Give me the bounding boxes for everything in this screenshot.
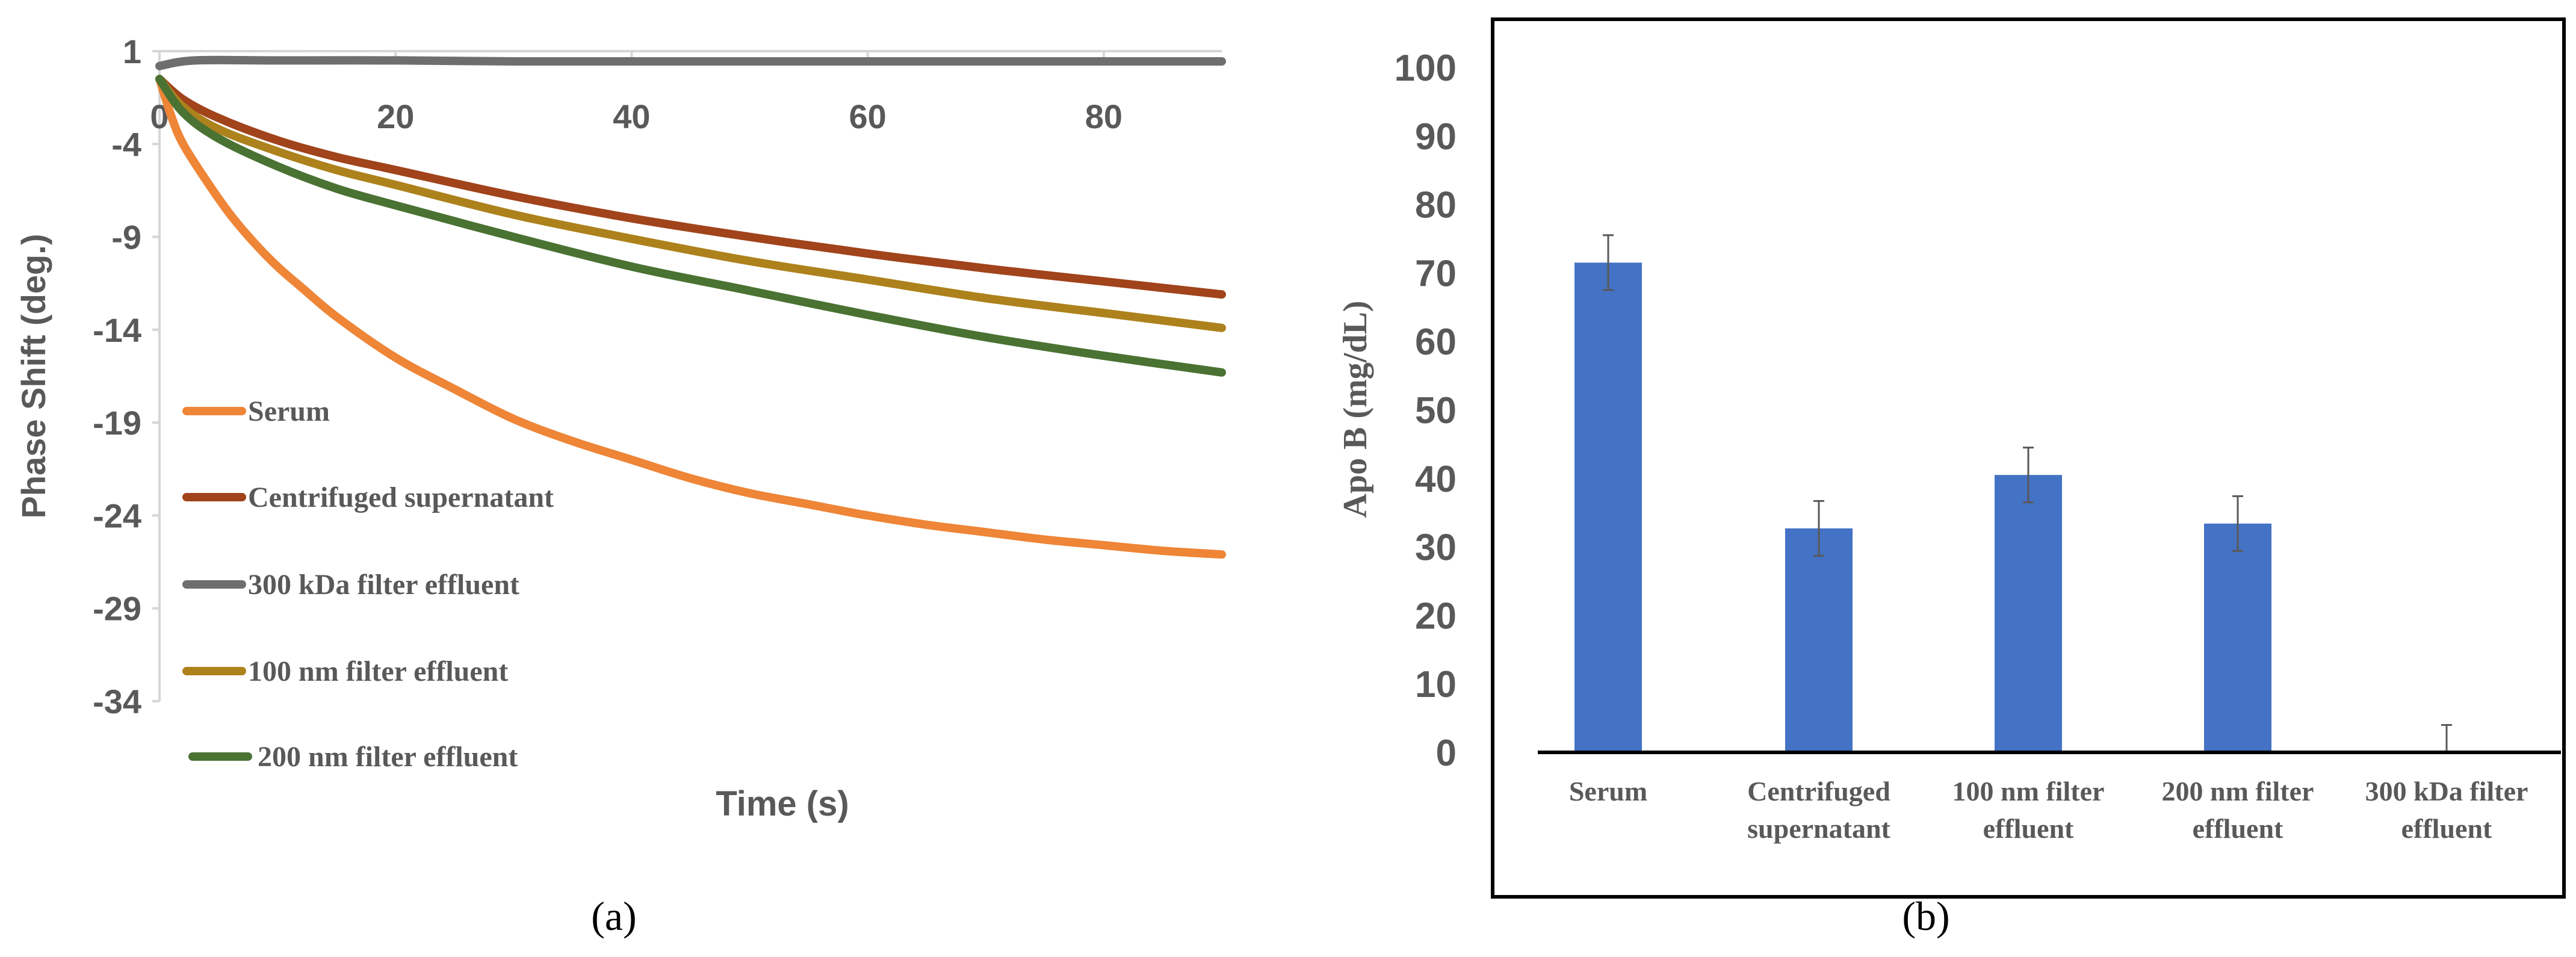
category-label: Centrifuged (1747, 776, 1890, 807)
y-tick-label: -9 (111, 218, 141, 256)
legend-label: 100 nm filter effluent (248, 655, 508, 687)
y-tick-label: 60 (1415, 321, 1457, 363)
category-label: supernatant (1747, 813, 1890, 844)
chart-a-y-axis-label: Phase Shift (deg.) (14, 234, 52, 519)
series-line-2 (155, 55, 1226, 70)
x-tick-label: 40 (613, 98, 650, 135)
y-tick-label: 10 (1415, 664, 1457, 705)
y-tick-label: -4 (111, 125, 141, 163)
category-label: 300 kDa filter (2365, 776, 2528, 807)
category-label: 200 nm filter (2162, 776, 2314, 807)
y-tick-label: 0 (1436, 732, 1457, 774)
x-tick-label: 80 (1085, 98, 1122, 135)
y-tick-label: 50 (1415, 390, 1457, 432)
x-tick-label: 60 (849, 98, 887, 135)
y-tick-label: 90 (1415, 116, 1457, 158)
panel-label-b: (b) (1902, 893, 1949, 939)
y-tick-label: -24 (93, 497, 141, 534)
legend-label: Centrifuged supernatant (248, 482, 554, 513)
bar (1995, 475, 2062, 752)
legend-label: Serum (248, 395, 330, 427)
legend-label: 300 kDa filter effluent (248, 569, 519, 601)
bar (2204, 523, 2271, 752)
y-tick-label: -19 (93, 404, 141, 442)
x-tick-label: 20 (377, 98, 414, 135)
category-label: 100 nm filter (1952, 776, 2105, 807)
y-tick-label: 80 (1415, 185, 1457, 226)
panel-label-a: (a) (591, 893, 636, 939)
y-tick-label: 70 (1415, 253, 1457, 294)
category-label: Serum (1569, 776, 1647, 807)
chart-b-y-axis-label: Apo B (mg/dL) (1337, 301, 1374, 518)
y-tick-label: -14 (93, 311, 141, 349)
series-line-3 (155, 75, 1226, 332)
y-tick-label: 20 (1415, 595, 1457, 637)
y-tick-label: 1 (123, 33, 141, 70)
y-tick-label: 100 (1395, 48, 1457, 89)
bar (1785, 528, 1853, 752)
chart-a-phase-shift: 1-4-9-14-19-24-29-34 0 20 40 60 80 SerumCent… (14, 33, 1226, 823)
category-label: effluent (2401, 813, 2492, 844)
category-label: effluent (1983, 813, 2074, 844)
chart-b-frame (1491, 17, 2566, 899)
y-tick-label: 30 (1415, 527, 1457, 569)
chart-b-apo-b: 0 10 20 30 40 50 60 70 80 90 100 Serum Centrifuged s… (1337, 17, 2566, 899)
series-line-1 (155, 75, 1226, 299)
series-line-0 (155, 75, 1226, 559)
category-label: effluent (2193, 813, 2283, 844)
bar (1574, 262, 1642, 753)
y-tick-label: 40 (1415, 459, 1457, 500)
chart-a-x-axis-label: Time (s) (716, 784, 849, 823)
series-line-4 (155, 75, 1226, 377)
y-tick-label: -29 (93, 590, 141, 628)
y-tick-label: -34 (93, 683, 141, 720)
legend-label: 200 nm filter effluent (258, 741, 518, 773)
